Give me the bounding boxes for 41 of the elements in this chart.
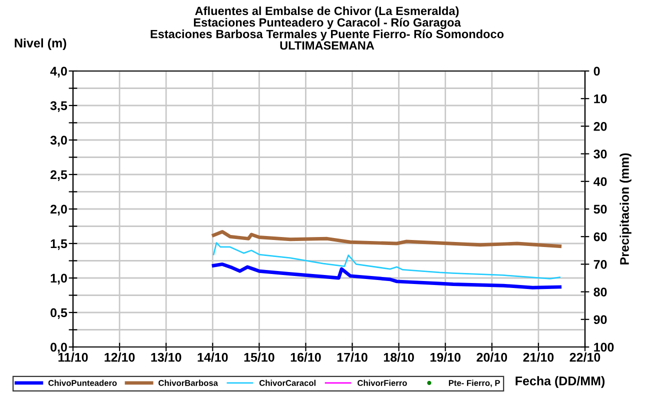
x-tick-label: 11/10 bbox=[58, 352, 88, 362]
x-tick-label: 14/10 bbox=[198, 352, 228, 362]
legend-label: ChivorCaracol bbox=[259, 380, 316, 386]
y2-tick-label: 0 bbox=[594, 66, 600, 76]
y-axis-title: Nivel (m) bbox=[14, 38, 66, 50]
x-tick-label: 13/10 bbox=[151, 352, 182, 362]
chart-title: Afluentes al Embalse de Chivor (La Esmeralda) Estaciones Punteadero y Caracol - Río Garagoa Estaciones Barbosa Termales y Puente Fierro- Río Somondoco ULTIMASEMANA bbox=[150, 6, 504, 50]
y-tick-label: 0,5 bbox=[50, 308, 68, 319]
y2-axis-title: Precipitacion (mm) bbox=[620, 153, 632, 264]
y2-tick-label: 70 bbox=[594, 260, 607, 269]
y2-tick-label: 50 bbox=[594, 204, 607, 214]
x-tick-label: 12/10 bbox=[104, 352, 135, 362]
y-tick-label: 4,0 bbox=[50, 66, 67, 78]
y-tick-label: 2,5 bbox=[50, 170, 68, 181]
y2-tick-label: 100 bbox=[594, 342, 614, 352]
y2-tick-label: 10 bbox=[594, 94, 607, 104]
legend-label: ChivoPunteadero bbox=[48, 380, 117, 386]
y2-tick-label: 80 bbox=[594, 288, 607, 296]
legend-label: ChivorBarbosa bbox=[158, 380, 218, 386]
y2-tick-label: 20 bbox=[594, 122, 607, 131]
y-tick-label: 3,0 bbox=[50, 136, 67, 146]
y-tick-label: 1,5 bbox=[50, 239, 68, 250]
y-tick-label: 3,5 bbox=[50, 101, 68, 112]
x-tick-label: 18/10 bbox=[384, 352, 414, 362]
x-tick-label: 21/10 bbox=[523, 352, 554, 362]
x-tick-label: 16/10 bbox=[290, 352, 321, 362]
x-tick-label: 22/10 bbox=[570, 352, 600, 362]
x-tick-label: 20/10 bbox=[476, 352, 508, 362]
legend-label: Pte- Fierro, P bbox=[448, 380, 500, 388]
x-tick-label: 15/10 bbox=[244, 352, 274, 362]
y-tick-label: 1,0 bbox=[50, 274, 67, 284]
y2-tick-label: 60 bbox=[594, 232, 607, 242]
y-tick-label: 2,0 bbox=[50, 204, 67, 216]
x-tick-label: 19/10 bbox=[430, 352, 460, 362]
y2-tick-label: 30 bbox=[594, 150, 607, 158]
y2-tick-label: 90 bbox=[594, 315, 607, 324]
y-tick-label: 0,0 bbox=[50, 342, 67, 354]
legend-label: ChivorFierro bbox=[358, 380, 407, 386]
x-tick-label: 17/10 bbox=[337, 352, 368, 362]
y2-tick-label: 40 bbox=[594, 177, 607, 186]
x-axis-title: Fecha (DD/MM) bbox=[516, 376, 605, 388]
